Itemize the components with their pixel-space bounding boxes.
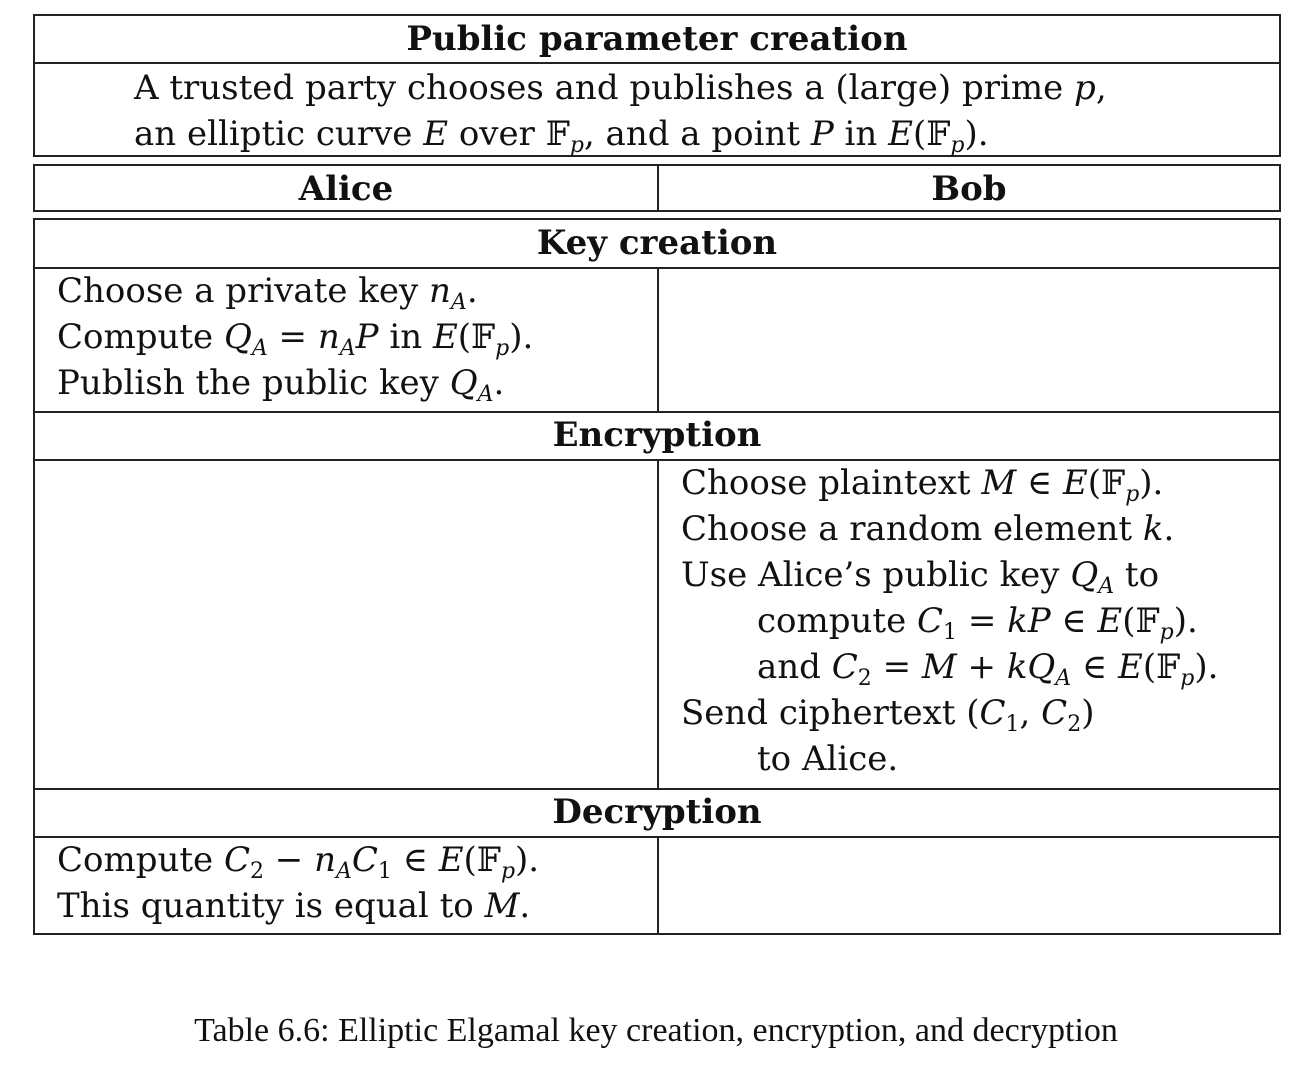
divider [657, 166, 659, 210]
table-caption: Table 6.6: Elliptic Elgamal key creation… [194, 1012, 1118, 1049]
decryption-header: Decryption [552, 792, 762, 832]
public-parameter-box: Public parameter creation A trusted part… [33, 14, 1281, 157]
protocol-box: Key creation Choose a private key nA. Co… [33, 218, 1281, 935]
key-creation-header: Key creation [536, 223, 778, 263]
alice-dec-line-2: This quantity is equal to M. [57, 886, 531, 926]
alice-key-line-2: Compute QA = nAP in E(𝔽p). [57, 317, 534, 361]
divider [35, 62, 1279, 64]
divider [657, 836, 659, 933]
divider [35, 788, 1279, 790]
bob-enc-line-7: to Alice. [757, 739, 899, 779]
divider [657, 459, 659, 788]
divider [657, 267, 659, 411]
bob-enc-line-5: and C2 = M + kQA ∈ E(𝔽p). [757, 647, 1219, 691]
alice-header: Alice [298, 169, 394, 209]
public-parameter-line-2: an elliptic curve E over 𝔽p, and a point… [134, 114, 989, 158]
encryption-header: Encryption [552, 415, 762, 455]
alice-key-line-1: Choose a private key nA. [57, 271, 478, 315]
bob-enc-line-6: Send ciphertext (C1, C2) [681, 693, 1095, 737]
divider [35, 411, 1279, 413]
party-header-box: Alice Bob [33, 164, 1281, 212]
bob-enc-line-2: Choose a random element k. [681, 509, 1175, 549]
bob-enc-line-4: compute C1 = kP ∈ E(𝔽p). [757, 601, 1198, 645]
public-parameter-header: Public parameter creation [406, 19, 908, 59]
bob-enc-line-1: Choose plaintext M ∈ E(𝔽p). [681, 463, 1164, 507]
bob-header: Bob [931, 169, 1007, 209]
alice-key-line-3: Publish the public key QA. [57, 363, 505, 407]
alice-dec-line-1: Compute C2 − nAC1 ∈ E(𝔽p). [57, 840, 540, 884]
bob-enc-line-3: Use Alice’s public key QA to [681, 555, 1160, 599]
public-parameter-line-1: A trusted party chooses and publishes a … [134, 68, 1107, 108]
